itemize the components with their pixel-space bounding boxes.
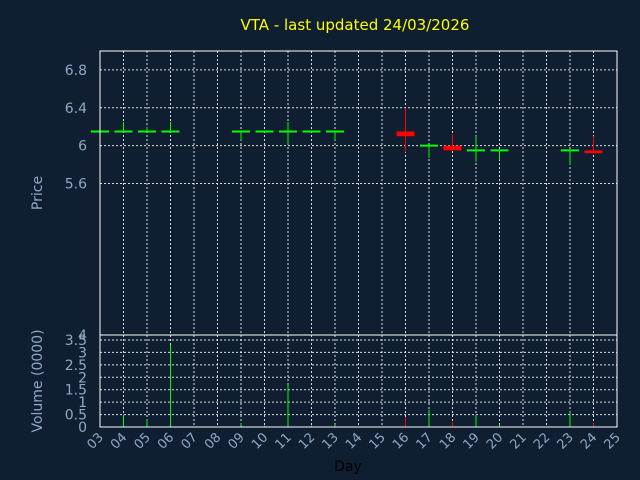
x-tick-label: 09 (226, 430, 248, 452)
volume-tick-label: 1.5 (65, 383, 87, 399)
candles (91, 107, 603, 165)
x-axis-label: Day (334, 459, 362, 475)
x-tick-label: 23 (555, 430, 577, 452)
x-tick-label: 13 (320, 430, 342, 452)
price-y-ticks: 4 5.6 6 6.4 6.8 (65, 63, 87, 344)
x-tick-label: 19 (461, 430, 483, 452)
candle-body (443, 145, 462, 151)
x-tick-label: 07 (179, 430, 201, 452)
x-tick-label: 08 (202, 430, 224, 452)
x-tick-label: 05 (132, 430, 154, 452)
x-tick-label: 22 (531, 430, 553, 452)
volume-grid (99, 335, 618, 427)
x-tick-label: 21 (508, 430, 530, 452)
x-tick-label: 06 (155, 430, 177, 452)
x-tick-label: 24 (578, 430, 600, 452)
x-tick-label: 11 (273, 430, 295, 452)
x-tick-label: 14 (343, 430, 365, 452)
x-tick-label: 17 (414, 430, 436, 452)
price-tick-label: 6.8 (65, 63, 87, 79)
volume-tick-label: 2.5 (65, 358, 87, 374)
volume-panel-frame (99, 334, 618, 428)
price-tick-label: 4 (78, 328, 87, 344)
volume-tick-label: 1 (78, 395, 87, 411)
x-tick-label: 12 (296, 430, 318, 452)
price-axis-label: Price (30, 176, 46, 210)
candle-body (584, 150, 603, 154)
volume-tick-label: 0.5 (65, 408, 87, 424)
x-tick-label: 16 (390, 430, 412, 452)
candle-body (396, 131, 415, 137)
volume-axis-label: Volume (0000) (30, 329, 46, 432)
x-tick-label: 03 (85, 430, 107, 452)
price-tick-label: 6 (78, 139, 87, 155)
x-tick-label: 15 (367, 430, 389, 452)
x-tick-label: 18 (437, 430, 459, 452)
chart-title: VTA - last updated 24/03/2026 (241, 16, 470, 34)
volume-tick-label: 3 (78, 345, 87, 361)
volume-tick-label: 2 (78, 370, 87, 386)
price-tick-label: 6.4 (65, 101, 87, 117)
volume-tick-label: 0 (78, 420, 87, 436)
x-tick-label: 04 (108, 430, 130, 452)
x-tick-label: 25 (602, 430, 624, 452)
volume-y-ticks: 00.511.522.533.5 (65, 333, 87, 436)
price-tick-label: 5.6 (65, 177, 87, 193)
x-ticks: 03 04 05 06 07 08 09 10 11 12 13 14 15 16 17 18 19 20 21 22… (85, 430, 624, 452)
price-grid (99, 51, 618, 335)
x-tick-label: 10 (249, 430, 271, 452)
x-tick-label: 20 (484, 430, 506, 452)
volume-bars (99, 344, 594, 427)
volume-tick-label: 3.5 (65, 333, 87, 349)
